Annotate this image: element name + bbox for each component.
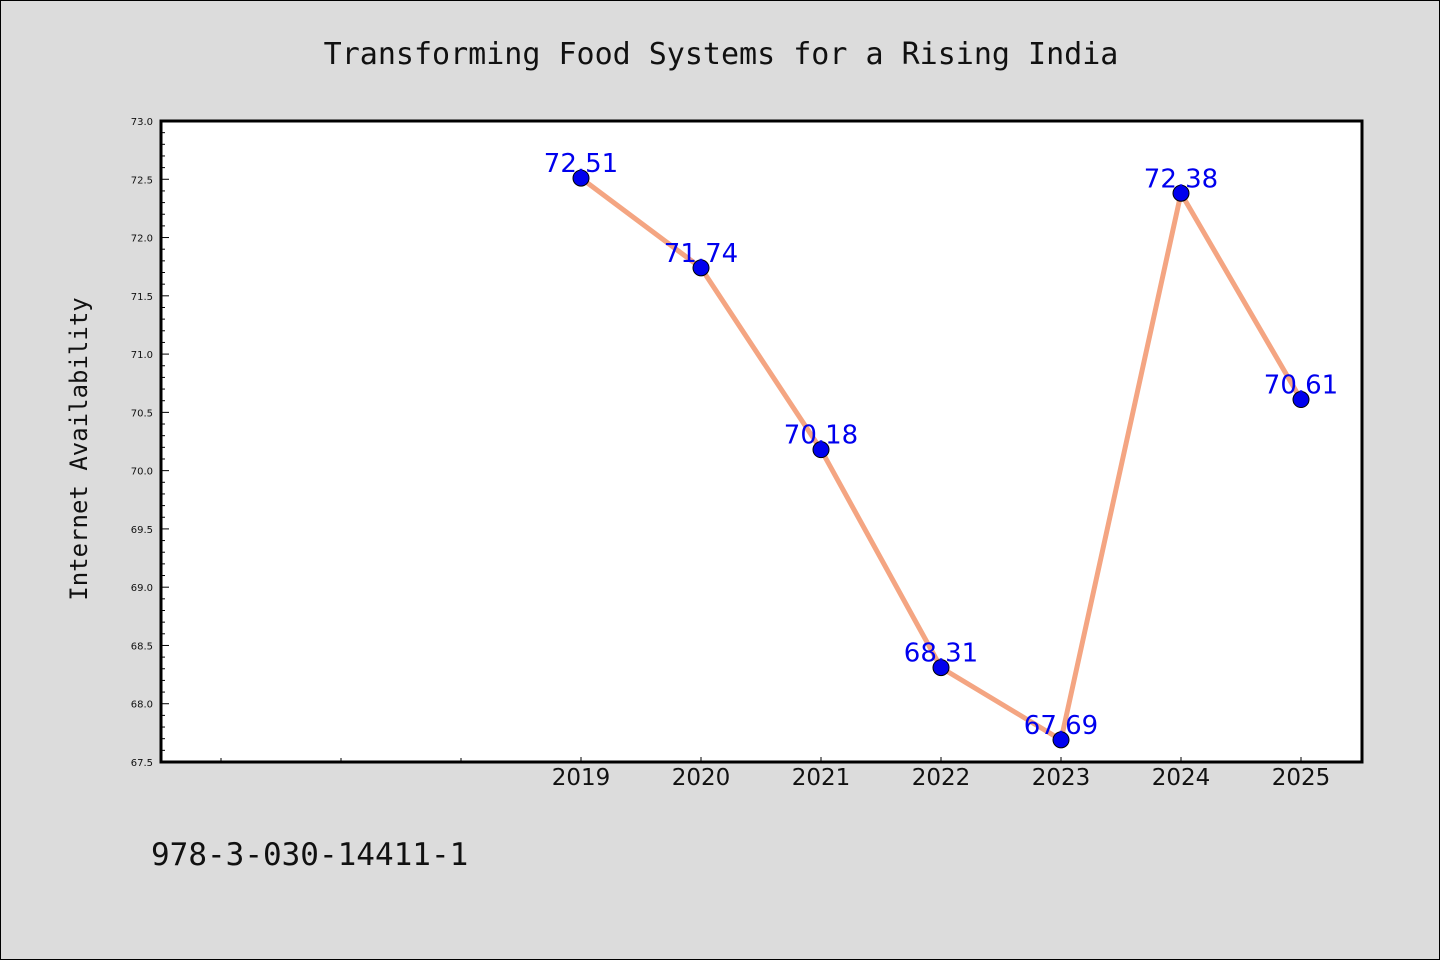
data-label: 70.61 bbox=[1264, 371, 1338, 401]
x-tick-label: 2023 bbox=[1032, 765, 1091, 791]
data-point bbox=[1292, 391, 1310, 409]
data-point bbox=[812, 441, 830, 459]
x-tick-label: 2019 bbox=[552, 765, 611, 791]
data-point bbox=[692, 259, 710, 277]
data-label: 68.31 bbox=[904, 639, 978, 669]
y-axis: 67.5 68.0 68.5 69.0 69.5 70.0 70.5 71.0 71.5 72.0… bbox=[131, 117, 169, 769]
isbn-text: 978-3-030-14411-1 bbox=[151, 837, 468, 873]
plot-area bbox=[159, 119, 1364, 764]
y-tick-label: 69.5 bbox=[131, 525, 153, 536]
y-tick-label: 69.0 bbox=[131, 583, 153, 594]
y-tick-label: 70.0 bbox=[131, 467, 153, 478]
data-label: 72.38 bbox=[1144, 164, 1218, 194]
data-point bbox=[572, 169, 590, 187]
y-tick-label: 71.5 bbox=[131, 292, 153, 303]
x-axis: 2019 2020 2021 2022 2023 2024 2025 bbox=[220, 757, 1331, 791]
series-layer: 72.51 71.74 70.18 68.31 67.69 72.38 70.61 bbox=[544, 149, 1338, 749]
y-tick-label: 68.0 bbox=[131, 700, 153, 711]
data-point bbox=[1172, 184, 1190, 202]
y-tick-label: 71.0 bbox=[131, 350, 153, 361]
data-point bbox=[932, 659, 950, 677]
data-label: 72.51 bbox=[544, 149, 618, 179]
y-tick-label: 72.0 bbox=[131, 234, 153, 245]
data-point bbox=[1052, 731, 1070, 749]
data-label: 71.74 bbox=[664, 239, 738, 269]
chart-title: Transforming Food Systems for a Rising I… bbox=[324, 37, 1119, 72]
x-tick-label: 2022 bbox=[912, 765, 971, 791]
data-label: 67.69 bbox=[1024, 711, 1098, 741]
y-tick-label: 73.0 bbox=[131, 117, 153, 128]
x-tick-label: 2021 bbox=[792, 765, 851, 791]
x-tick-label: 2024 bbox=[1152, 765, 1211, 791]
x-tick-label: 2020 bbox=[672, 765, 731, 791]
y-tick-label: 68.5 bbox=[131, 641, 153, 652]
data-label: 70.18 bbox=[784, 421, 858, 451]
x-tick-label: 2025 bbox=[1272, 765, 1331, 791]
y-tick-label: 72.5 bbox=[131, 175, 153, 186]
y-tick-label: 70.5 bbox=[131, 408, 153, 419]
y-tick-label: 67.5 bbox=[131, 758, 153, 769]
y-axis-label: Internet Availability bbox=[65, 297, 93, 600]
